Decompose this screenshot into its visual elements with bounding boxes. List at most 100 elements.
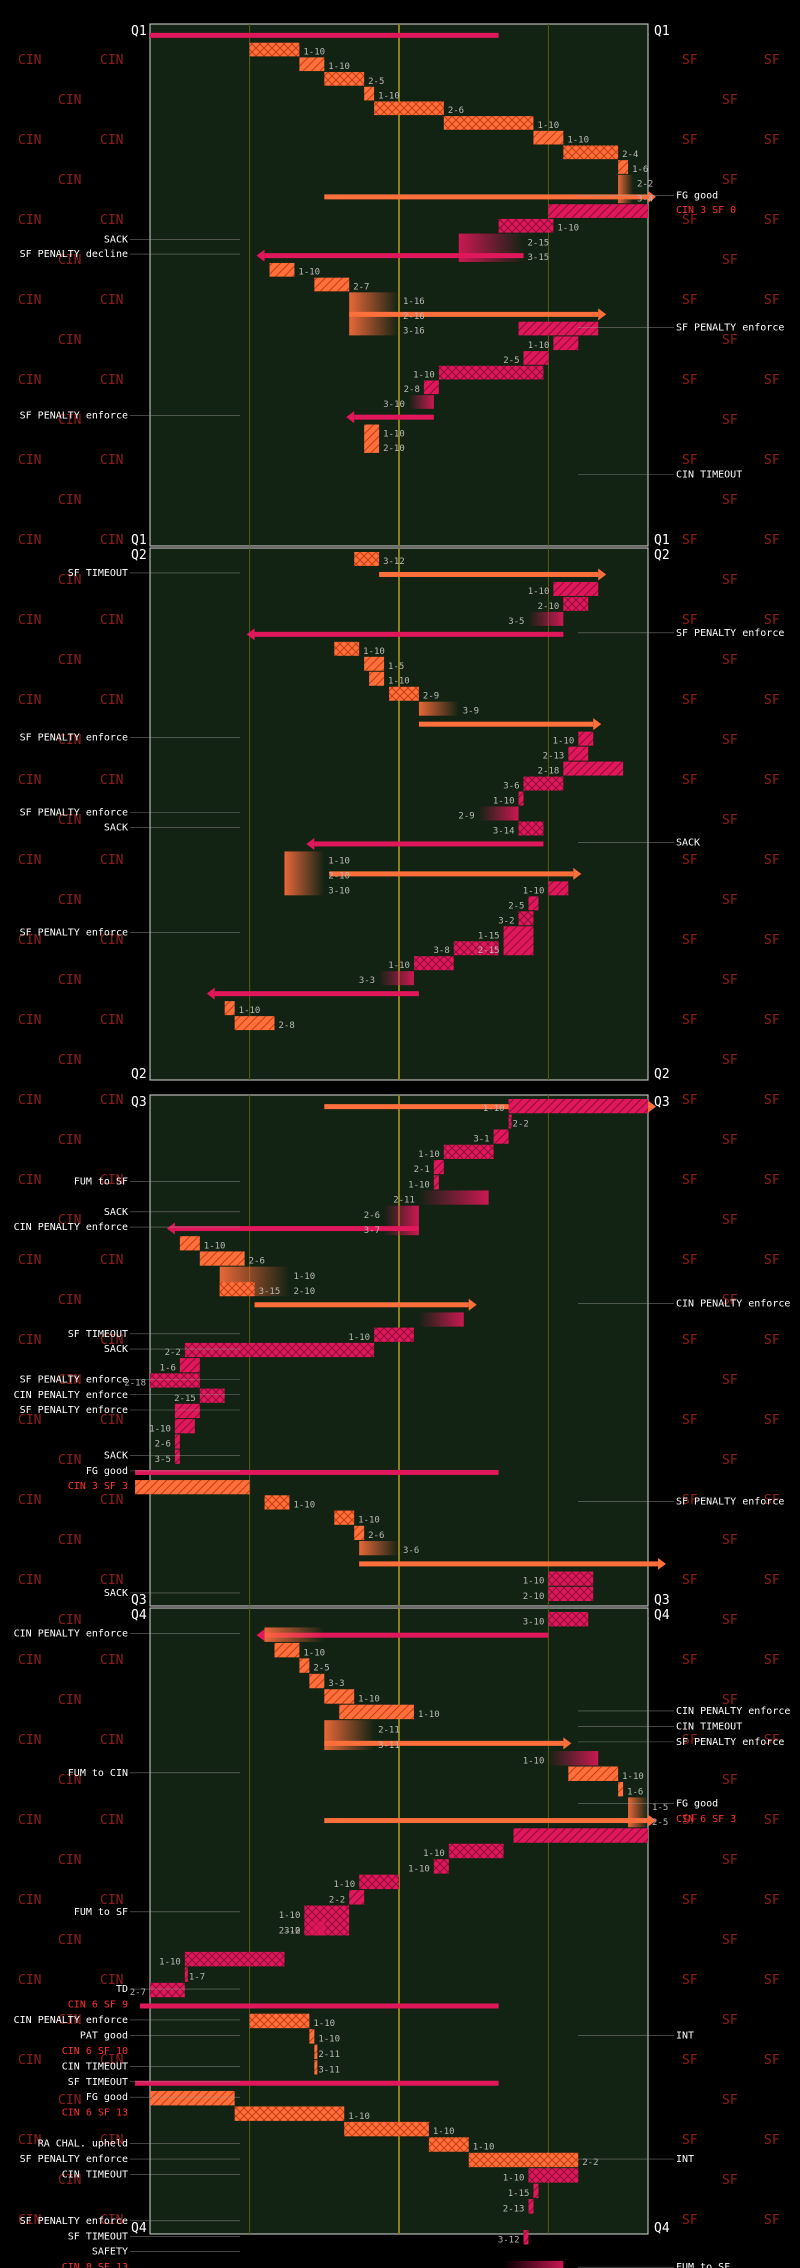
team-watermark: CIN xyxy=(18,613,41,628)
event-label: SF PENALTY enforce xyxy=(20,2154,128,2165)
down-label: 3-12 xyxy=(383,557,405,567)
drive-line xyxy=(329,871,574,877)
drive-segment xyxy=(150,1982,185,1998)
drive-segment xyxy=(508,1114,512,1129)
event-label: SF PENALTY enforce xyxy=(20,1375,128,1386)
team-watermark: CIN xyxy=(100,2213,123,2228)
down-label: 2-8 xyxy=(279,1021,295,1031)
team-watermark: CIN xyxy=(58,1853,81,1868)
drive-segment xyxy=(359,1874,399,1890)
drive-segment xyxy=(314,2044,318,2060)
team-watermark: SF xyxy=(682,1813,698,1828)
drive-segment xyxy=(314,277,350,292)
quarter-label: Q4 xyxy=(654,2221,670,2236)
team-watermark: SF xyxy=(722,1613,738,1628)
drive-segment xyxy=(309,2029,315,2044)
team-watermark: CIN xyxy=(18,1093,41,1108)
team-watermark: CIN xyxy=(100,2053,123,2068)
down-label: 1-10 xyxy=(293,1272,315,1282)
team-watermark: SF xyxy=(722,2013,738,2028)
drive-segment xyxy=(468,2152,579,2168)
drive-segment xyxy=(264,1495,290,1510)
drive-segment xyxy=(548,881,569,896)
down-label: 2-6 xyxy=(448,106,464,116)
down-label: 3-15 xyxy=(528,253,550,263)
event-label: SF PENALTY enforce xyxy=(676,1737,784,1748)
event-label: CIN PENALTY enforce xyxy=(14,1629,128,1640)
drive-segment xyxy=(174,1419,195,1434)
team-watermark: SF xyxy=(722,173,738,188)
drive-segment xyxy=(135,1480,250,1495)
event-label: INT xyxy=(676,2154,694,2165)
team-watermark: SF xyxy=(722,1773,738,1788)
down-label: 3-9 xyxy=(463,707,479,717)
drive-segment xyxy=(334,641,360,656)
drive-segment xyxy=(184,1967,188,1982)
team-watermark: SF xyxy=(722,1853,738,1868)
down-label: 2-13 xyxy=(543,752,565,762)
down-label: 2-6 xyxy=(249,1257,265,1267)
drive-line xyxy=(174,1226,419,1232)
event-label: CIN TIMEOUT xyxy=(62,2061,128,2072)
drive-segment xyxy=(548,1571,594,1586)
drive-arrowhead xyxy=(206,987,215,1000)
event-label: FG good xyxy=(86,2092,128,2103)
team-watermark: SF xyxy=(764,133,780,148)
team-watermark: SF xyxy=(764,453,780,468)
down-label: 2-5 xyxy=(508,901,524,911)
down-label: 2-6 xyxy=(155,1440,171,1450)
down-label: 1-10 xyxy=(408,1180,430,1190)
event-label: SACK xyxy=(104,234,128,245)
team-watermark: SF xyxy=(764,1893,780,1908)
down-label: 1-10 xyxy=(423,1849,445,1859)
team-watermark: CIN xyxy=(100,1333,123,1348)
team-watermark: SF xyxy=(682,1173,698,1188)
down-label: 3-3 xyxy=(359,976,375,986)
team-watermark: CIN xyxy=(100,533,123,548)
drive-segment xyxy=(618,160,629,174)
team-watermark: SF xyxy=(764,1493,780,1508)
score-label: CIN 6 SF 3 xyxy=(676,1814,736,1825)
quarter-label: Q4 xyxy=(131,2221,147,2236)
team-watermark: CIN xyxy=(100,1093,123,1108)
drive-segment xyxy=(418,1190,489,1205)
drive-segment xyxy=(374,101,444,116)
team-watermark: CIN xyxy=(18,533,41,548)
team-watermark: SF xyxy=(722,253,738,268)
team-watermark: SF xyxy=(682,853,698,868)
down-label: 1-10 xyxy=(433,2127,455,2137)
team-watermark: CIN xyxy=(18,853,41,868)
event-label: SF PENALTY decline xyxy=(20,249,128,260)
down-label: 2-10 xyxy=(279,1926,301,1936)
team-watermark: SF xyxy=(682,293,698,308)
drive-segment xyxy=(553,336,579,351)
down-label: 1-10 xyxy=(204,1241,226,1251)
drive-line xyxy=(135,1469,499,1475)
team-watermark: CIN xyxy=(58,173,81,188)
team-watermark: SF xyxy=(722,1373,738,1388)
team-watermark: CIN xyxy=(18,53,41,68)
score-label: CIN 6 SF 9 xyxy=(68,2000,128,2011)
team-watermark: SF xyxy=(722,2093,738,2108)
team-watermark: CIN xyxy=(100,1573,123,1588)
drive-arrowhead xyxy=(256,1629,265,1642)
drive-line xyxy=(150,32,499,38)
drive-segment xyxy=(518,791,524,806)
drive-segment xyxy=(453,941,499,956)
team-watermark: SF xyxy=(722,813,738,828)
drive-arrowhead xyxy=(468,1298,477,1311)
team-watermark: CIN xyxy=(58,1293,81,1308)
down-label: 1-5 xyxy=(652,1803,668,1813)
team-watermark: SF xyxy=(722,573,738,588)
team-watermark: CIN xyxy=(100,853,123,868)
down-label: 2-4 xyxy=(622,150,638,160)
event-label: SF PENALTY enforce xyxy=(20,2216,128,2227)
drive-segment xyxy=(528,896,539,911)
event-label: CIN PENALTY enforce xyxy=(676,1706,790,1717)
drive-line xyxy=(379,571,599,577)
drive-arrowhead xyxy=(346,411,355,424)
team-watermark: SF xyxy=(682,1013,698,1028)
down-label: 1-10 xyxy=(557,224,579,234)
drive-segment xyxy=(578,731,594,746)
event-label: SF PENALTY enforce xyxy=(20,807,128,818)
